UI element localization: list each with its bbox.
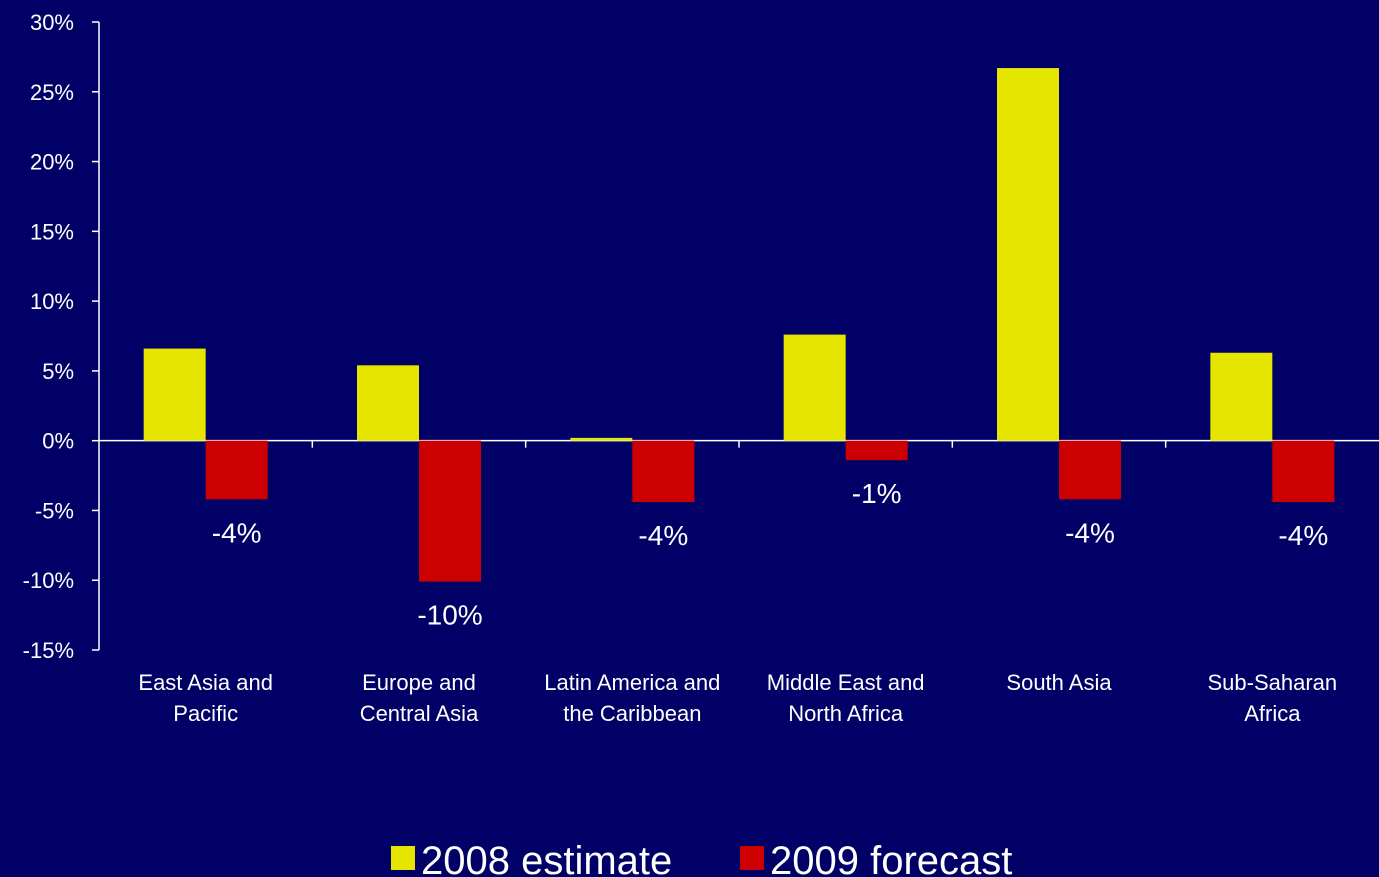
data-label-2009-4: -4% — [1065, 517, 1115, 548]
data-label-2009-0: -4% — [212, 517, 262, 548]
category-label-1-0: Europe and — [362, 670, 476, 695]
y-tick-label: -10% — [23, 568, 74, 593]
category-labels: East Asia and Pacific Europe and Central As… — [138, 670, 1337, 726]
bar-2008-2 — [570, 437, 633, 441]
category-label-0-1: Pacific — [173, 701, 238, 726]
y-tick-label: 0% — [42, 429, 74, 454]
data-label-2009-1: -10% — [417, 600, 482, 631]
legend-label-2009: 2009 forecast — [770, 839, 1012, 877]
y-tick-label: 10% — [30, 289, 74, 314]
y-tick-label: 5% — [42, 359, 74, 384]
y-tick-label: 15% — [30, 219, 74, 244]
data-label-2009-3: -1% — [852, 478, 902, 509]
bar-2009-5 — [1272, 440, 1335, 503]
bar-2008-1 — [357, 365, 419, 441]
category-label-1-1: Central Asia — [360, 701, 479, 726]
category-label-2-1: the Caribbean — [563, 701, 701, 726]
bar-2009-3 — [845, 440, 908, 461]
bar-2008-3 — [783, 334, 846, 441]
bar-2008-4 — [997, 68, 1059, 441]
y-tick-label: 30% — [30, 10, 74, 35]
category-label-4-0: South Asia — [1006, 670, 1112, 695]
data-label-2009-2: -4% — [638, 520, 688, 551]
y-tick-label: -15% — [23, 638, 74, 663]
legend: 2008 estimate 2009 forecast — [391, 839, 1012, 877]
category-label-3-0: Middle East and — [767, 670, 925, 695]
category-label-2-0: Latin America and — [544, 670, 720, 695]
y-tick-label: 25% — [30, 80, 74, 105]
bar-2009-2 — [632, 440, 695, 503]
bars — [143, 68, 1335, 582]
y-tick-label: -5% — [35, 498, 74, 523]
bar-2009-4 — [1059, 440, 1121, 500]
bar-2008-0 — [143, 348, 206, 441]
y-tick-label: 20% — [30, 150, 74, 175]
y-axis: 30% 25% 20% 15% 10% 5% 0% -5% -10% -15% — [23, 10, 100, 663]
x-axis — [99, 439, 1379, 448]
legend-swatch-2009 — [740, 846, 764, 870]
legend-swatch-2008 — [391, 846, 415, 870]
legend-label-2008: 2008 estimate — [421, 839, 672, 877]
category-label-5-0: Sub-Saharan — [1208, 670, 1338, 695]
bar-2009-1 — [419, 440, 481, 582]
bar-2008-5 — [1210, 352, 1273, 441]
bar-2009-0 — [205, 440, 268, 500]
category-label-5-1: Africa — [1244, 701, 1301, 726]
category-label-3-1: North Africa — [788, 701, 904, 726]
data-label-2009-5: -4% — [1278, 520, 1328, 551]
data-labels: -4% -10% -4% -1% -4% -4% — [212, 478, 1328, 630]
category-label-0-0: East Asia and — [138, 670, 273, 695]
